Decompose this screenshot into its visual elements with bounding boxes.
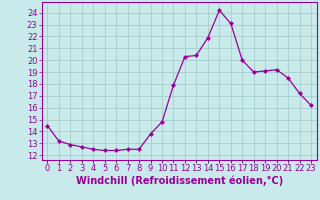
X-axis label: Windchill (Refroidissement éolien,°C): Windchill (Refroidissement éolien,°C) xyxy=(76,176,283,186)
